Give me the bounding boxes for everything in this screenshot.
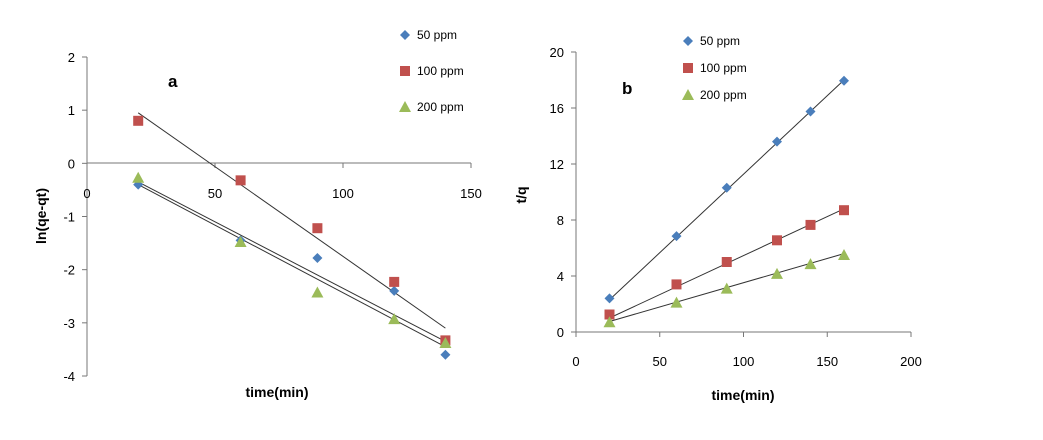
panel-label-a: a — [168, 72, 178, 91]
data-point — [772, 136, 782, 147]
data-point — [388, 313, 401, 325]
y-tick-label: -2 — [63, 263, 75, 278]
legend-marker — [400, 66, 410, 76]
chart-panel-b: b time(min) t/q 0 50 100 150 200 0 4 8 12 16 20 50… — [513, 34, 922, 403]
y-tick-label: 8 — [557, 213, 564, 228]
data-point — [389, 276, 400, 287]
legend-entry-label: 100 ppm — [700, 61, 747, 75]
data-point — [804, 258, 817, 270]
x-tick-label: 200 — [900, 354, 922, 369]
data-point — [132, 171, 145, 183]
chart-panel-a: a time(min) ln(qe-qt) 0 50 100 150 -4 -3 -2 -1 0… — [33, 28, 482, 400]
x-tick-label: 50 — [208, 186, 222, 201]
x-tick-label: 150 — [816, 354, 838, 369]
data-point — [311, 286, 324, 298]
y-tick-label: 1 — [68, 103, 75, 118]
y-tick-label: 0 — [557, 325, 564, 340]
panel-label-b: b — [622, 79, 632, 98]
x-tick-label: 100 — [733, 354, 755, 369]
data-point — [603, 316, 616, 328]
data-point — [838, 249, 850, 260]
legend-entry-label: 200 ppm — [417, 100, 464, 114]
legend-marker — [682, 89, 694, 100]
y-tick-label: 12 — [550, 157, 564, 172]
data-point — [312, 252, 323, 263]
y-tick-label: 20 — [550, 45, 564, 60]
legend-entry-label: 200 ppm — [700, 88, 747, 102]
data-point — [671, 279, 682, 290]
legend-entry-label: 50 ppm — [700, 34, 740, 48]
y-tick-label: 2 — [68, 50, 75, 65]
data-point — [312, 223, 323, 234]
x-tick-label: 150 — [460, 186, 482, 201]
legend-entry-label: 50 ppm — [417, 28, 457, 42]
data-point — [805, 219, 816, 230]
y-tick-label: 0 — [68, 156, 75, 171]
x-tick-label: 0 — [572, 354, 579, 369]
x-tick-label: 0 — [83, 186, 90, 201]
legend-marker — [400, 30, 410, 40]
data-point — [805, 106, 816, 117]
data-point — [720, 282, 733, 294]
x-tick-label: 100 — [332, 186, 354, 201]
data-point — [604, 293, 615, 304]
data-point — [389, 285, 400, 296]
data-point — [133, 115, 144, 126]
legend-marker — [399, 101, 411, 112]
data-point — [671, 231, 682, 242]
data-point — [721, 182, 732, 193]
data-point — [670, 296, 683, 308]
x-tick-label: 50 — [653, 354, 667, 369]
data-point — [440, 349, 451, 360]
data-point — [234, 236, 247, 248]
y-tick-label: 16 — [550, 101, 564, 116]
y-axis-title: t/q — [513, 186, 529, 203]
legend-entry-label: 100 ppm — [417, 64, 464, 78]
x-axis-title: time(min) — [712, 387, 775, 403]
y-tick-label: -1 — [63, 210, 75, 225]
legend-marker — [683, 36, 693, 46]
y-tick-label: 4 — [557, 269, 564, 284]
data-point — [772, 235, 782, 246]
data-point — [439, 337, 452, 349]
data-point — [771, 267, 783, 279]
data-point — [604, 309, 615, 320]
legend-marker — [683, 63, 693, 73]
x-axis-title: time(min) — [246, 384, 309, 400]
data-point — [839, 75, 849, 86]
y-axis-title: ln(qe-qt) — [33, 188, 49, 244]
data-point — [235, 175, 246, 186]
y-tick-label: -3 — [63, 316, 75, 331]
y-tick-label: -4 — [63, 369, 75, 384]
data-point — [839, 205, 849, 216]
data-point — [721, 257, 732, 267]
